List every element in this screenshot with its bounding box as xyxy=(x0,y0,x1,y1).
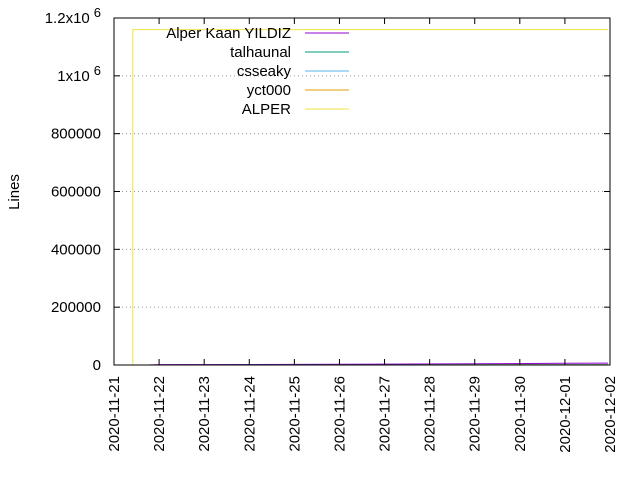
y-tick-label-exponent: 6 xyxy=(94,63,101,78)
x-tick-label: 2020-11-21 xyxy=(106,376,123,452)
legend-label: ALPER xyxy=(242,101,291,118)
y-tick-label: 1.2x10 6 xyxy=(45,5,101,27)
x-tick-label: 2020-11-23 xyxy=(196,376,213,452)
x-tick-label: 2020-12-02 xyxy=(602,376,619,453)
legend-label: Alper Kaan YILDIZ xyxy=(166,25,291,42)
x-tick-label: 2020-11-22 xyxy=(151,376,168,452)
y-axis-title: Lines xyxy=(6,174,23,210)
legend-label: yct000 xyxy=(247,82,291,99)
y-tick-label: 0 xyxy=(93,357,101,374)
x-tick-label: 2020-11-29 xyxy=(467,376,484,452)
x-tick-label: 2020-11-25 xyxy=(286,376,303,452)
y-tick-label: 800000 xyxy=(51,126,101,143)
x-tick-label: 2020-11-27 xyxy=(377,376,394,452)
y-axis: 0 200000 400000 600000 800000 1x10 6 1.2x10 6 xyxy=(45,5,610,374)
y-tick-label-exponent: 6 xyxy=(94,5,101,20)
legend: Alper Kaan YILDIZ talhaunal csseaky yct000 A… xyxy=(166,25,349,118)
grid xyxy=(114,75,610,308)
series-line-4 xyxy=(132,29,609,365)
x-tick-label: 2020-12-01 xyxy=(557,376,574,453)
y-tick-label: 1x10 6 xyxy=(57,63,101,85)
x-axis: 2020-11-21 2020-11-22 2020-11-23 2020-11-24… xyxy=(106,18,619,453)
x-tick-label: 2020-11-28 xyxy=(422,376,439,452)
x-tick-label: 2020-11-26 xyxy=(331,376,348,452)
x-tick-label: 2020-11-30 xyxy=(512,376,529,452)
x-tick-label: 2020-11-24 xyxy=(241,376,258,452)
y-tick-label-base: 1.2x10 xyxy=(45,10,90,27)
y-tick-label-base: 1x10 xyxy=(57,68,90,85)
legend-label: talhaunal xyxy=(230,44,291,61)
legend-label: csseaky xyxy=(237,63,292,80)
y-tick-label: 200000 xyxy=(51,299,101,316)
y-tick-label: 600000 xyxy=(51,184,101,201)
y-tick-label: 400000 xyxy=(51,241,101,258)
